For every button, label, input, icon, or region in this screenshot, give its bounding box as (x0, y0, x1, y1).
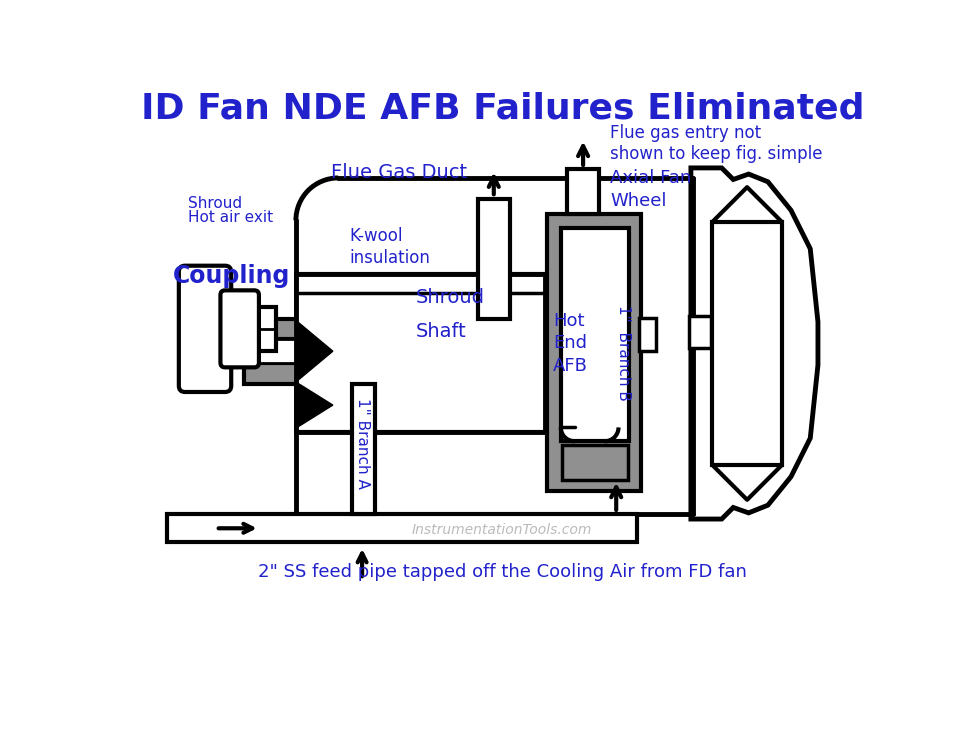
Bar (563, 445, 628, 479)
Text: Flue gas entry not
shown to keep fig. simple: Flue gas entry not shown to keep fig. si… (611, 124, 822, 163)
Bar (352, 384, 375, 515)
Bar (255, 307, 276, 351)
Bar (296, 274, 545, 432)
Text: Shroud: Shroud (188, 196, 242, 211)
Bar (567, 170, 600, 214)
Bar (689, 315, 710, 348)
Text: InstrumentationTools.com: InstrumentationTools.com (412, 523, 593, 537)
Bar (244, 363, 625, 384)
Text: 2" SS feed pipe tapped off the Cooling Air from FD fan: 2" SS feed pipe tapped off the Cooling A… (258, 563, 747, 581)
Bar (244, 339, 625, 363)
Text: Shaft: Shaft (416, 322, 466, 341)
Text: K-wool
insulation: K-wool insulation (350, 227, 430, 267)
Bar (639, 318, 657, 351)
Text: Shroud: Shroud (416, 288, 485, 307)
FancyBboxPatch shape (220, 291, 259, 367)
Polygon shape (296, 321, 333, 382)
Text: Hot air exit: Hot air exit (188, 211, 273, 225)
Text: Hot
End
AFB: Hot End AFB (553, 313, 588, 375)
Bar (712, 222, 782, 465)
Text: Coupling: Coupling (172, 264, 290, 288)
Bar (168, 515, 637, 542)
Text: 1"  Branch B: 1" Branch B (616, 305, 631, 400)
Bar (244, 319, 625, 339)
Text: Axial Fan
Wheel: Axial Fan Wheel (611, 169, 691, 209)
FancyBboxPatch shape (178, 266, 231, 392)
Bar (561, 228, 629, 441)
Bar (547, 214, 641, 491)
Text: ID Fan NDE AFB Failures Eliminated: ID Fan NDE AFB Failures Eliminated (140, 92, 864, 126)
Text: 1" Branch A: 1" Branch A (355, 398, 369, 489)
Bar (477, 198, 510, 319)
Polygon shape (296, 382, 333, 428)
Text: Flue Gas Duct: Flue Gas Duct (331, 163, 467, 182)
